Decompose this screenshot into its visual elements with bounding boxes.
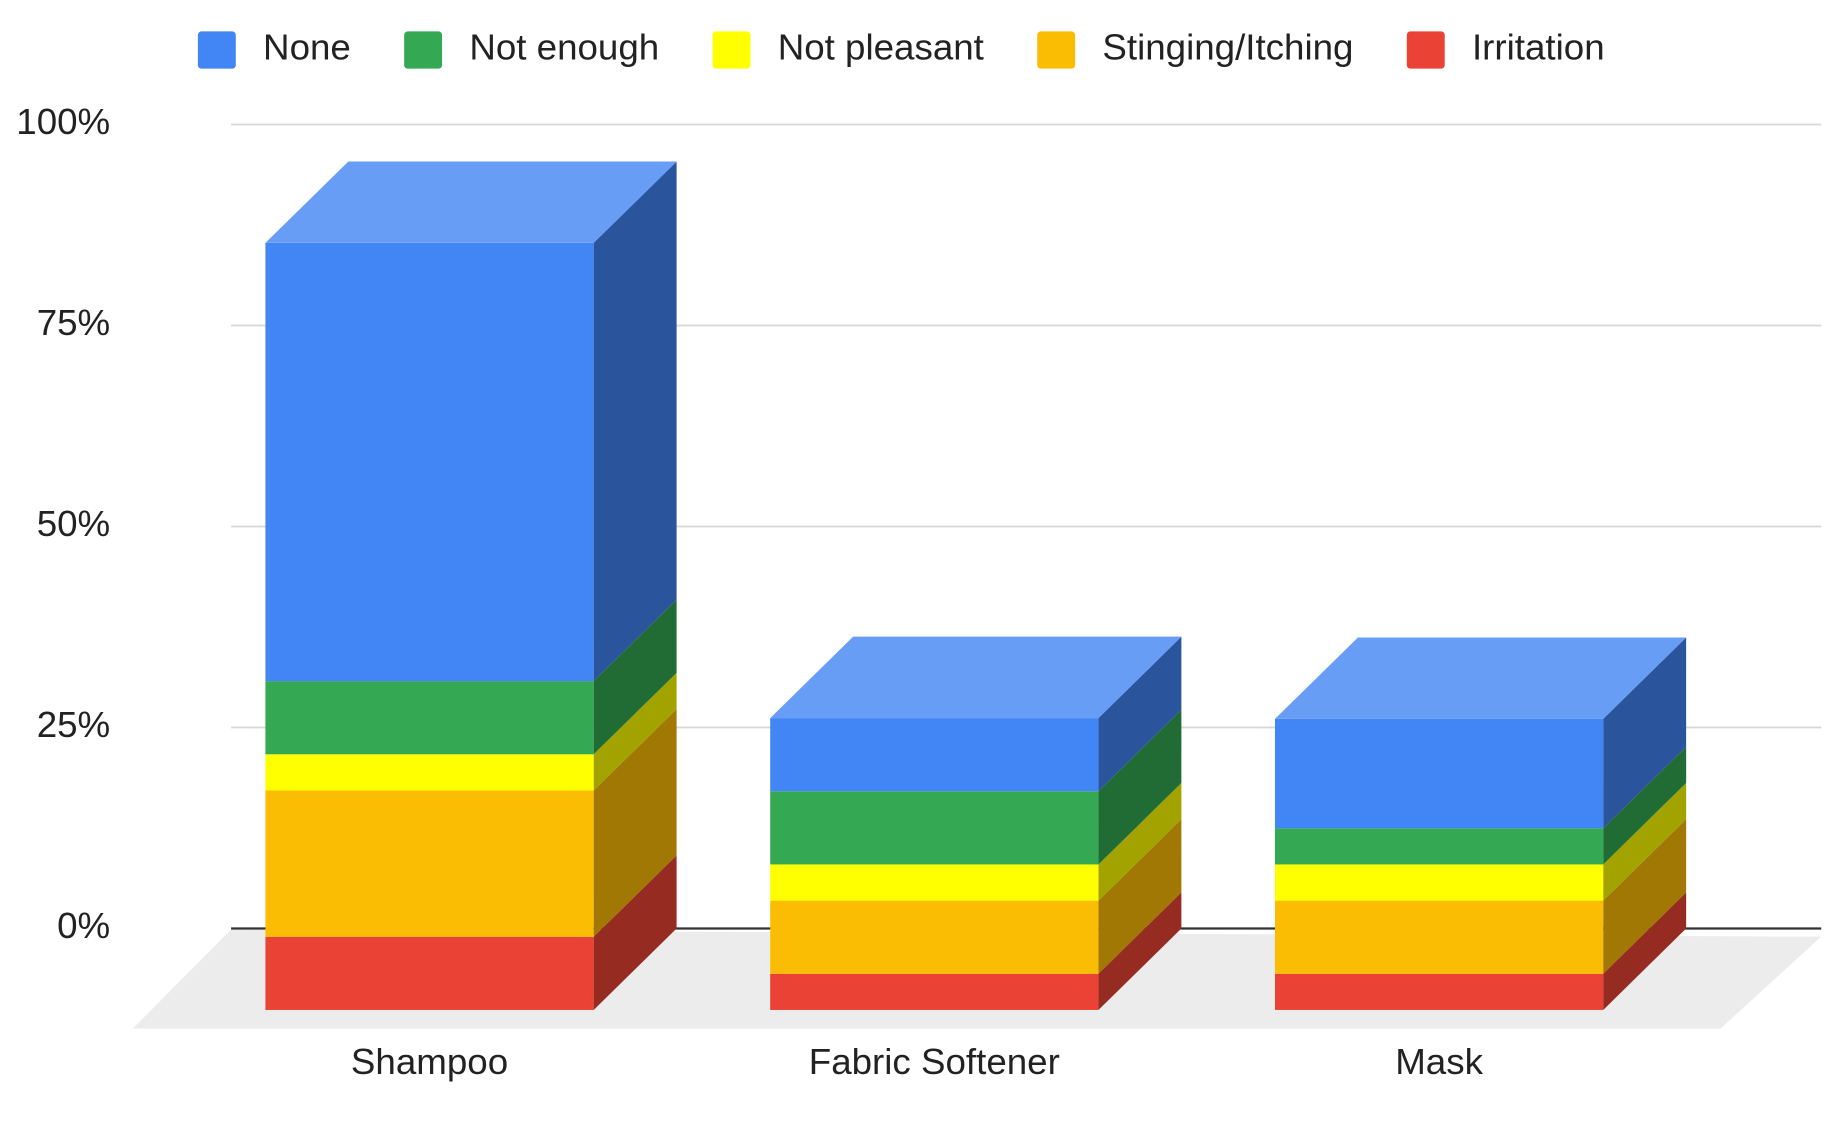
bar-segment	[770, 718, 1099, 792]
bar-segment	[265, 681, 594, 755]
bar-segment	[265, 790, 594, 937]
y-tick-label: 75%	[37, 302, 111, 343]
legend-swatch	[1037, 31, 1076, 69]
bar-top	[265, 161, 677, 243]
x-tick-label: Mask	[1395, 1041, 1484, 1082]
bar-segment	[1274, 718, 1604, 829]
bar-segment	[265, 754, 594, 791]
bar-side	[1603, 746, 1687, 865]
legend-label: Not enough	[469, 27, 659, 68]
bar-side	[593, 855, 677, 1010]
bar-segment	[770, 973, 1099, 1010]
legend-swatch	[197, 31, 236, 69]
bar-segment	[1274, 973, 1604, 1010]
bar-top	[1274, 637, 1687, 719]
y-tick-label: 25%	[37, 704, 111, 745]
legend-swatch	[1406, 31, 1445, 69]
bar-top	[770, 636, 1182, 719]
bar-segment	[770, 864, 1099, 901]
bar-side	[1603, 819, 1687, 974]
bar-side	[593, 672, 677, 791]
bar-side	[1603, 782, 1687, 901]
legend-label: Stinging/Itching	[1102, 27, 1353, 68]
y-tick-label: 50%	[37, 503, 111, 544]
legend-label: None	[263, 27, 351, 68]
x-tick-label: Shampoo	[351, 1041, 508, 1082]
bar-side	[1603, 892, 1687, 1010]
x-tick-label: Fabric Softener	[809, 1041, 1060, 1082]
bar-side	[593, 161, 677, 682]
bar-segment	[1274, 828, 1604, 865]
y-tick-label: 0%	[57, 905, 110, 946]
legend-label: Not pleasant	[778, 27, 984, 68]
legend-label: Irritation	[1472, 27, 1605, 68]
bar-segment	[1274, 864, 1604, 901]
bar-side	[1098, 709, 1182, 865]
bar-side	[1098, 782, 1182, 901]
bar-side	[1098, 892, 1182, 1010]
bar-segment	[265, 242, 594, 682]
bar-side	[1098, 819, 1182, 974]
bar-segment	[1274, 900, 1604, 974]
bar-segment	[265, 936, 594, 1010]
bar-side	[1098, 636, 1182, 792]
legend-swatch	[404, 31, 443, 69]
bar-side	[1603, 637, 1687, 829]
bar-side	[593, 709, 677, 937]
y-tick-label: 100%	[16, 101, 110, 142]
bar-segment	[770, 791, 1099, 865]
bar-segment	[770, 900, 1099, 974]
bar-side	[593, 599, 677, 755]
legend-swatch	[712, 31, 751, 69]
